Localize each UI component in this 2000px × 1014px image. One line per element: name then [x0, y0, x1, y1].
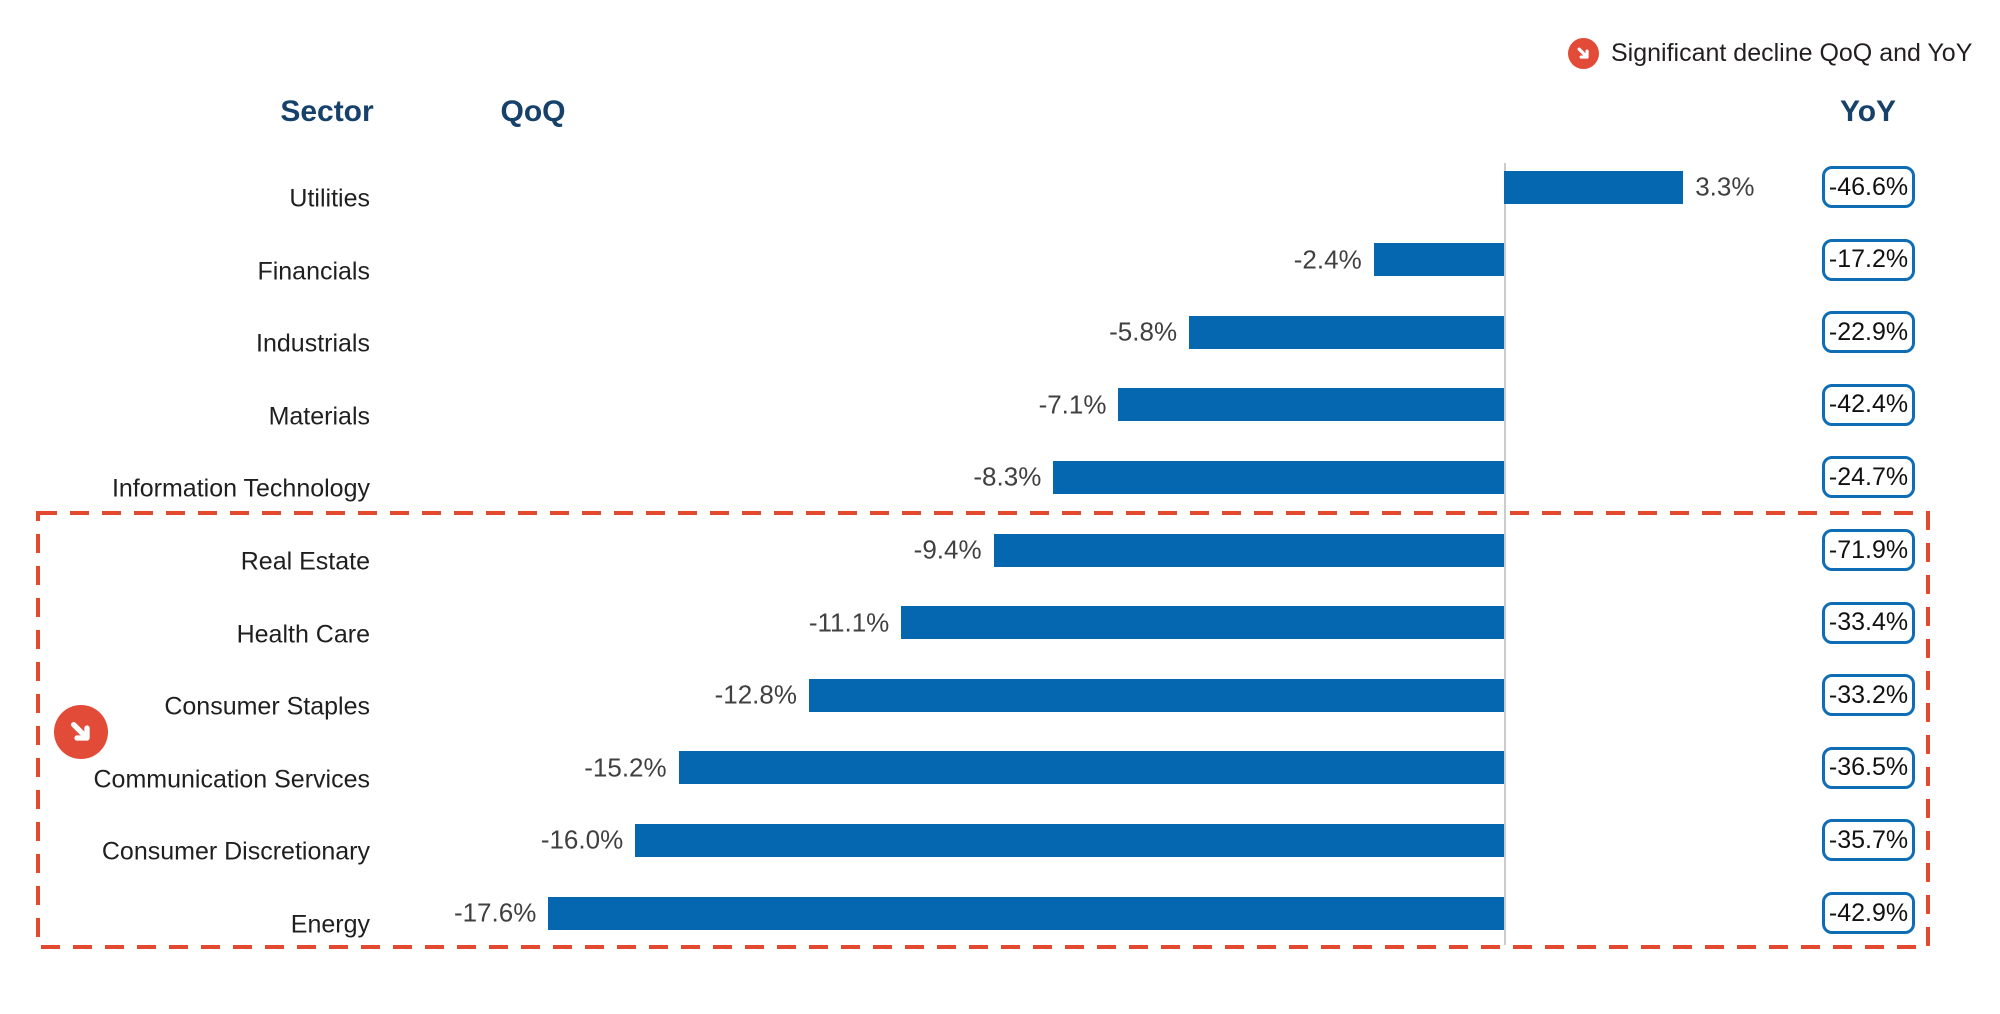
qoq-bar: [1053, 460, 1504, 494]
qoq-bar: [1118, 388, 1504, 422]
yoy-value-label: -42.4%: [1828, 390, 1909, 419]
zero-axis-line: [1504, 163, 1506, 945]
sector-label: Utilities: [289, 184, 370, 213]
yoy-value-label: -46.6%: [1828, 172, 1909, 201]
sector-label: Information Technology: [111, 474, 370, 503]
sector-label: Real Estate: [240, 547, 370, 576]
qoq-bar: [678, 751, 1504, 785]
qoq-bar: [548, 896, 1504, 930]
yoy-value-label: -17.2%: [1828, 245, 1909, 274]
sector-label: Consumer Staples: [164, 692, 370, 721]
column-header-qoq: QoQ: [500, 95, 566, 128]
qoq-value-label: -15.2%: [584, 752, 667, 783]
yoy-value-box: -42.9%: [1822, 892, 1915, 934]
yoy-value-label: -42.9%: [1828, 898, 1909, 927]
sector-label: Financials: [257, 257, 370, 286]
yoy-value-label: -33.2%: [1828, 680, 1909, 709]
yoy-value-box: -71.9%: [1822, 529, 1915, 571]
yoy-value-label: -36.5%: [1828, 753, 1909, 782]
qoq-value-label: -8.3%: [973, 461, 1042, 492]
down-right-arrow-icon: [1568, 37, 1599, 69]
qoq-bar: [993, 533, 1504, 567]
yoy-value-box: -22.9%: [1822, 311, 1915, 354]
legend: Significant decline QoQ and YoY: [1568, 36, 1972, 70]
yoy-value-label: -24.7%: [1828, 462, 1909, 491]
sector-label: Materials: [268, 402, 370, 431]
yoy-value-box: -36.5%: [1822, 746, 1915, 789]
sector-label: Health Care: [236, 620, 370, 649]
sector-label: Communication Services: [93, 765, 371, 794]
legend-label: Significant decline QoQ and YoY: [1611, 38, 1973, 67]
qoq-bar: [1373, 243, 1504, 277]
qoq-value-label: 3.3%: [1695, 171, 1755, 202]
sector-label: Consumer Discretionary: [101, 837, 370, 866]
yoy-value-box: -33.4%: [1822, 601, 1915, 644]
down-right-arrow-icon: [71, 722, 90, 741]
significant-decline-badge: [54, 705, 108, 759]
qoq-bar: [1504, 170, 1684, 204]
yoy-value-label: -33.4%: [1828, 608, 1909, 637]
yoy-value-label: -22.9%: [1828, 317, 1909, 346]
yoy-value-box: -33.2%: [1822, 674, 1915, 717]
qoq-value-label: -16.0%: [540, 824, 624, 855]
qoq-value-label: -12.8%: [714, 679, 797, 710]
sector-label: Industrials: [256, 329, 370, 358]
yoy-value-box: -24.7%: [1822, 456, 1915, 499]
column-header-sector: Sector: [280, 95, 374, 128]
sector-label: Energy: [290, 910, 370, 939]
qoq-bar: [1189, 315, 1504, 349]
yoy-value-box: -46.6%: [1822, 166, 1915, 208]
yoy-value-label: -71.9%: [1828, 535, 1909, 564]
qoq-value-label: -9.4%: [913, 534, 982, 565]
qoq-bar: [808, 678, 1504, 712]
qoq-bar: [901, 606, 1504, 640]
yoy-value-label: -35.7%: [1828, 825, 1909, 854]
qoq-value-label: -11.1%: [808, 607, 890, 638]
yoy-value-box: -42.4%: [1822, 383, 1915, 426]
qoq-value-label: -7.1%: [1038, 389, 1107, 420]
qoq-value-label: -5.8%: [1109, 316, 1178, 347]
yoy-value-box: -35.7%: [1822, 819, 1915, 862]
qoq-value-label: -17.6%: [453, 897, 537, 928]
column-header-yoy: YoY: [1839, 95, 1897, 128]
qoq-bar: [635, 823, 1504, 857]
qoq-value-label: -2.4%: [1293, 244, 1362, 275]
yoy-value-box: -17.2%: [1822, 238, 1915, 281]
